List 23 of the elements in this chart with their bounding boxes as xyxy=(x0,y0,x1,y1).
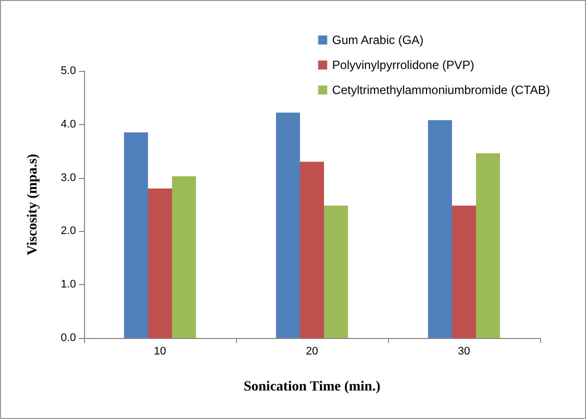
legend-label: Gum Arabic (GA) xyxy=(332,33,424,47)
bar xyxy=(428,120,452,338)
bar xyxy=(124,132,148,338)
y-tick-label: 5.0 xyxy=(60,65,76,77)
y-tick-label: 0.0 xyxy=(60,332,76,344)
bar xyxy=(324,206,348,338)
bar xyxy=(276,112,300,338)
x-tick-label: 30 xyxy=(458,346,470,358)
legend-label: Cetyltrimethylammoniumbromide (CTAB) xyxy=(332,83,550,97)
y-tick-label: 4.0 xyxy=(60,118,76,130)
x-tick-label: 20 xyxy=(306,346,318,358)
bar xyxy=(452,206,476,338)
y-tick-label: 2.0 xyxy=(60,225,76,238)
bar xyxy=(172,176,196,338)
bar xyxy=(476,153,500,338)
bar xyxy=(148,188,172,338)
x-tick-label: 10 xyxy=(154,346,166,358)
legend-label: Polyvinylpyrrolidone (PVP) xyxy=(332,58,474,72)
bar xyxy=(300,162,324,338)
y-tick-label: 3.0 xyxy=(60,172,76,184)
y-axis-title: Viscosity (mpa.s) xyxy=(26,153,40,256)
x-axis-title: Sonication Time (min.) xyxy=(244,380,381,394)
y-tick-label: 1.0 xyxy=(60,278,76,291)
